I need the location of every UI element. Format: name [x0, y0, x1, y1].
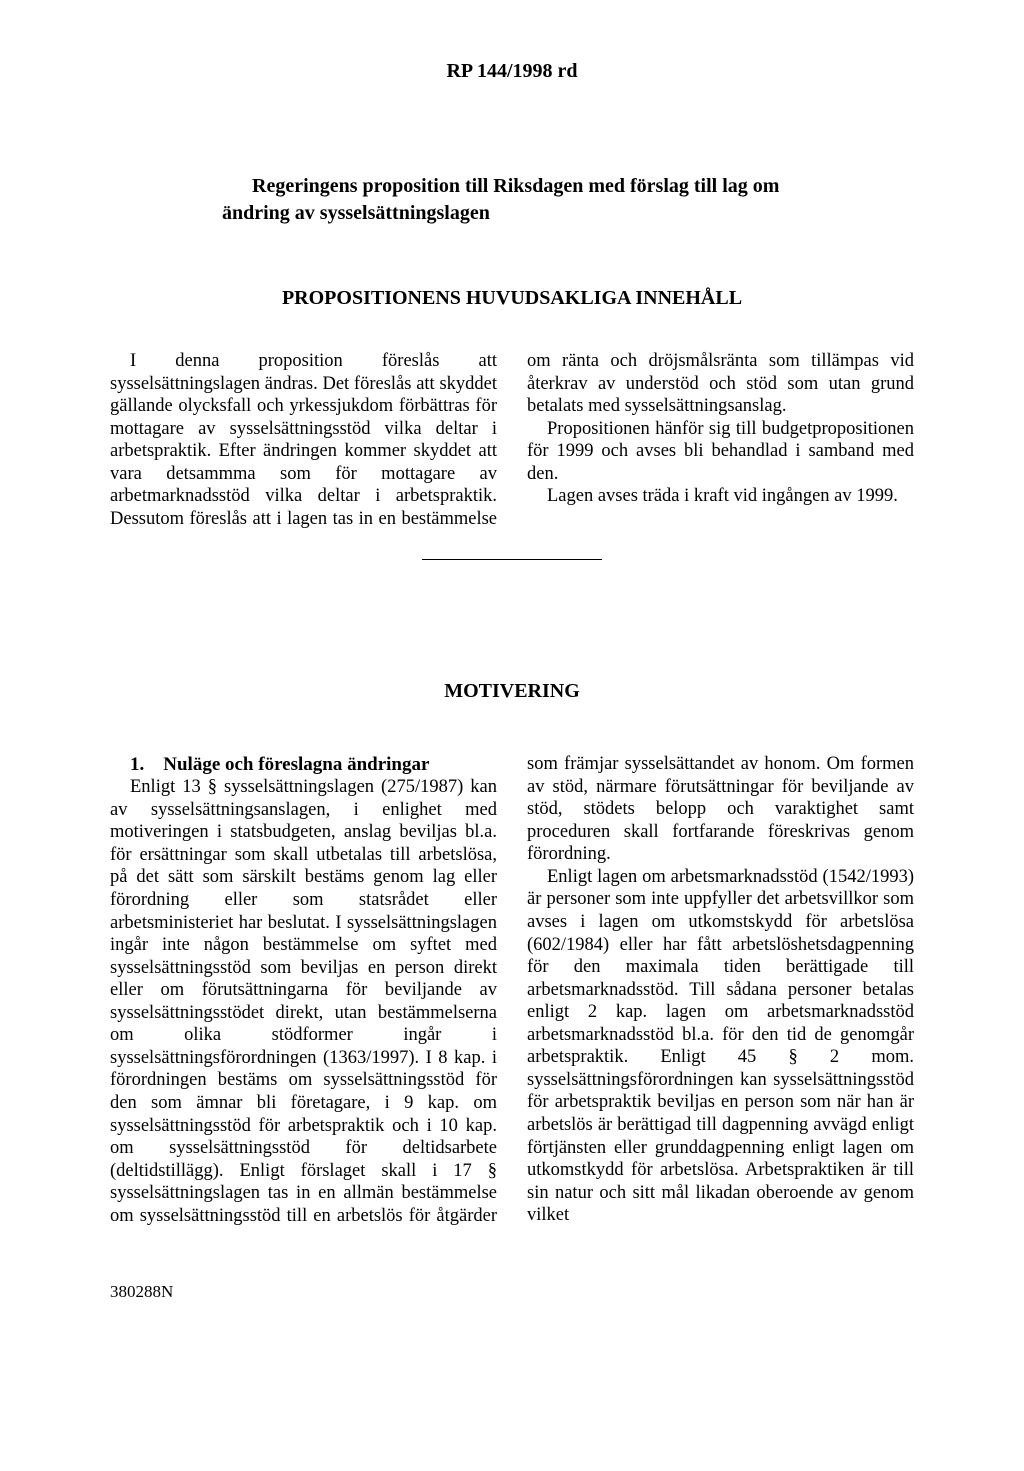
section-heading-motivation: MOTIVERING [110, 680, 914, 703]
section2-sub-heading: 1. Nuläge och föreslagna ändringar [110, 753, 497, 776]
footer-id: 380288N [110, 1282, 914, 1302]
section-heading-main-content: PROPOSITIONENS HUVUDSAKLIGA INNEHÅLL [110, 287, 914, 310]
section1-body: I denna proposition föreslås att syssels… [110, 350, 914, 531]
section2-body: 1. Nuläge och föreslagna ändringar Enlig… [110, 753, 914, 1227]
document-id: RP 144/1998 rd [110, 60, 914, 83]
divider-line [422, 559, 602, 561]
section2-paragraph-2: Enligt lagen om arbetsmarknadsstöd (1542… [527, 866, 914, 1227]
section1-paragraph-3: Lagen avses träda i kraft vid ingången a… [527, 485, 914, 508]
proposition-title: Regeringens proposition till Riksdagen m… [192, 173, 832, 227]
section1-paragraph-2: Propositionen hänför sig till budgetprop… [527, 418, 914, 486]
